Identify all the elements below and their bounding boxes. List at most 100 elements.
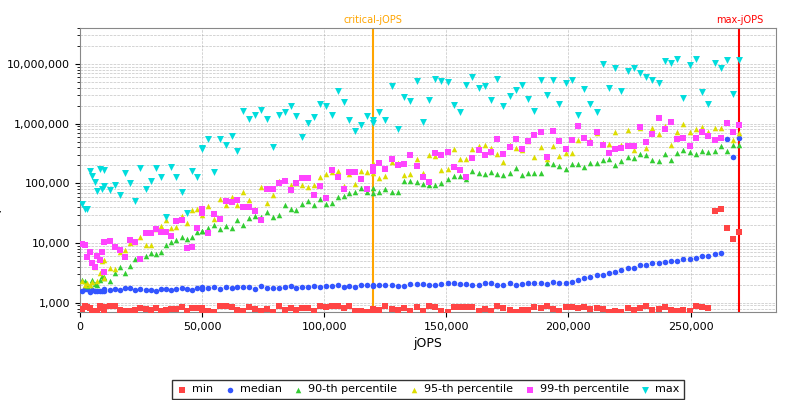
max [516,82,529,89]
90-th percentile [144,250,157,256]
min [337,305,350,311]
median [522,280,534,286]
95-th percentile [278,177,291,183]
median [296,284,309,290]
median [733,134,746,141]
max [165,164,178,170]
max [343,116,356,123]
min [627,306,640,313]
95-th percentile [83,282,96,288]
95-th percentile [88,264,101,270]
99-th percentile [186,244,198,250]
max [398,94,410,100]
max [690,56,702,62]
95-th percentile [249,205,262,212]
99-th percentile [237,204,250,210]
99-th percentile [266,186,279,192]
90-th percentile [170,236,182,243]
95-th percentile [214,196,226,203]
90-th percentile [702,149,714,155]
max [497,103,510,109]
99-th percentile [652,115,665,122]
99-th percentile [491,136,504,142]
90-th percentile [696,148,709,154]
min [534,304,547,311]
max [640,74,653,81]
95-th percentile [677,121,690,128]
min [652,306,665,312]
95-th percentile [86,279,98,285]
95-th percentile [175,213,188,220]
95-th percentile [441,166,454,172]
99-th percentile [95,249,108,255]
min [696,304,709,310]
min [202,308,214,314]
90-th percentile [497,172,510,178]
99-th percentile [441,149,454,155]
90-th percentile [90,282,103,289]
max [108,182,121,188]
95-th percentile [337,182,350,189]
90-th percentile [202,225,214,231]
min [190,305,203,311]
max [522,96,534,103]
90-th percentile [615,158,628,164]
95-th percentile [391,160,404,166]
max [491,75,504,82]
median [373,282,386,288]
min [124,308,137,314]
95-th percentile [93,270,106,276]
median [714,250,727,256]
median [237,284,250,290]
99-th percentile [602,150,615,156]
median [721,136,734,142]
95-th percentile [528,154,541,160]
max [386,83,398,90]
99-th percentile [671,136,684,143]
99-th percentile [76,241,89,247]
max [696,88,709,95]
95-th percentile [566,150,578,156]
99-th percentile [534,129,547,135]
min [302,305,314,312]
99-th percentile [584,139,597,146]
max [702,101,714,108]
min [95,305,108,311]
min [441,309,454,315]
99-th percentile [658,126,671,132]
max [134,165,147,171]
99-th percentile [466,155,478,162]
min [366,306,379,313]
95-th percentile [503,142,516,148]
90-th percentile [93,277,106,284]
median [331,282,344,288]
95-th percentile [98,257,111,263]
max [609,64,622,71]
99-th percentile [503,144,516,150]
max [319,102,332,109]
min [319,304,332,310]
median [622,264,634,271]
median [559,280,572,286]
median [349,284,362,290]
95-th percentile [237,189,250,195]
90-th percentile [534,170,547,176]
max [671,56,684,63]
95-th percentile [708,124,721,131]
median [696,253,709,259]
95-th percentile [139,242,152,248]
max [410,78,423,84]
min [466,304,478,310]
90-th percentile [571,161,584,167]
min [733,229,746,235]
99-th percentile [386,156,398,162]
90-th percentile [129,256,142,263]
median [634,262,646,268]
90-th percentile [373,189,386,195]
95-th percentile [454,156,466,162]
min [422,302,435,309]
min [361,308,374,315]
max [114,192,126,198]
min [225,304,238,310]
median [98,288,111,294]
